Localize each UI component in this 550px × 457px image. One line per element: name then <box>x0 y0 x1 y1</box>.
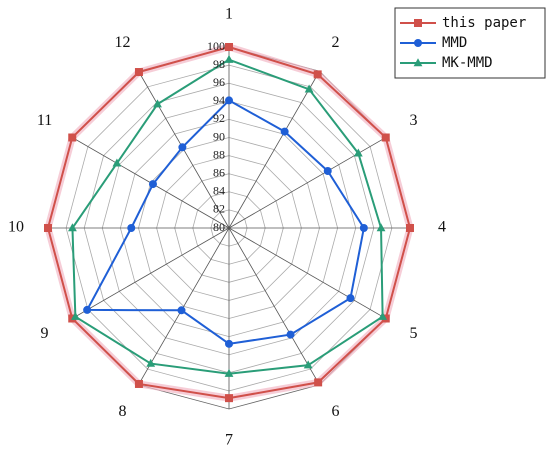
marker <box>127 224 136 232</box>
marker <box>153 99 162 108</box>
plot-area <box>44 43 414 403</box>
marker <box>44 224 52 232</box>
category-label: 11 <box>37 112 52 129</box>
legend: this paper MMD MK-MMD <box>400 15 526 71</box>
marker <box>381 133 390 142</box>
spoke <box>228 227 386 319</box>
marker <box>413 58 423 67</box>
r-tick-label: 84 <box>213 184 225 198</box>
r-tick-label: 96 <box>213 75 225 89</box>
legend-label: MMD <box>442 35 467 51</box>
r-tick-label: 100 <box>207 39 225 53</box>
marker <box>406 224 414 232</box>
legend-label: MK-MMD <box>442 55 493 71</box>
marker <box>303 360 313 369</box>
marker <box>225 96 233 105</box>
marker <box>323 166 332 175</box>
r-tick-label: 90 <box>213 129 225 143</box>
category-label: 9 <box>41 325 49 342</box>
spoke <box>228 227 320 385</box>
r-tick-label: 88 <box>213 147 225 161</box>
category-label: 4 <box>438 219 446 236</box>
marker <box>178 143 187 152</box>
series-line <box>71 58 384 375</box>
marker <box>378 311 388 320</box>
marker <box>70 311 80 320</box>
category-label: 1 <box>225 6 233 23</box>
spoke <box>72 227 230 319</box>
marker <box>346 294 355 303</box>
category-label: 2 <box>332 34 340 51</box>
category-label: 6 <box>332 403 340 420</box>
marker <box>286 330 295 339</box>
marker <box>68 223 77 232</box>
marker <box>225 43 233 51</box>
marker <box>68 133 77 142</box>
marker <box>280 127 289 136</box>
marker <box>148 180 157 189</box>
marker <box>134 68 143 77</box>
r-tick-label: 92 <box>213 111 225 125</box>
r-tick-label: 82 <box>213 202 225 216</box>
marker <box>146 358 156 367</box>
marker <box>376 223 386 232</box>
spoke <box>138 227 230 385</box>
marker <box>225 339 233 348</box>
marker <box>414 19 422 27</box>
r-tick-label: 86 <box>213 165 225 179</box>
category-label: 12 <box>115 34 131 51</box>
category-label: 10 <box>8 219 24 236</box>
marker <box>224 54 234 63</box>
r-tick-label: 98 <box>213 57 225 71</box>
spoke <box>228 71 320 229</box>
marker <box>304 84 314 93</box>
marker <box>112 158 122 167</box>
marker <box>177 306 186 315</box>
marker <box>359 224 368 232</box>
legend-label: this paper <box>442 15 526 31</box>
marker <box>134 379 143 388</box>
category-label: 8 <box>119 403 127 420</box>
marker <box>353 148 363 157</box>
marker <box>83 305 92 314</box>
marker <box>314 378 323 387</box>
r-tick-label: 80 <box>213 220 225 234</box>
r-tick-label: 94 <box>213 93 225 107</box>
category-label: 3 <box>409 112 417 129</box>
marker <box>313 70 322 79</box>
marker <box>224 368 234 377</box>
marker <box>225 394 233 403</box>
category-label: 5 <box>409 325 417 342</box>
category-label: 7 <box>225 432 233 449</box>
marker <box>414 39 422 47</box>
